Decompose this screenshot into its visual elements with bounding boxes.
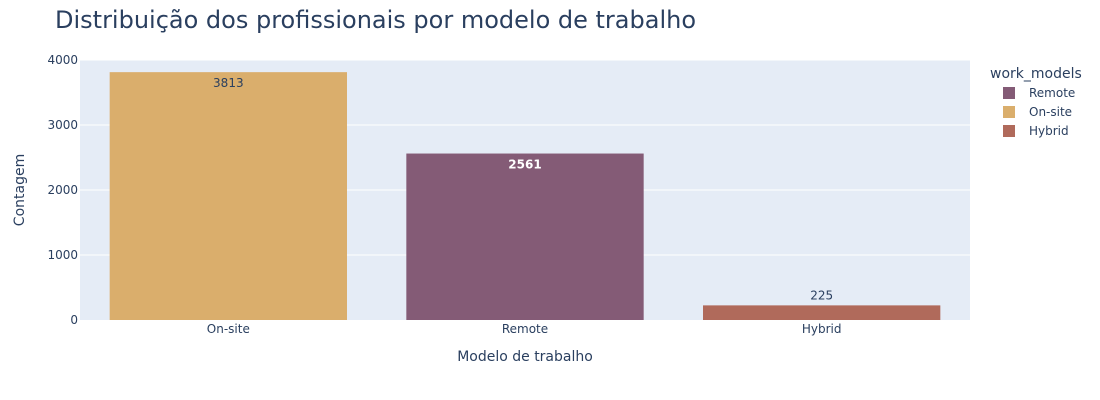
- data-label-hybrid: 225: [810, 288, 833, 302]
- chart-title: Distribuição dos profissionais por model…: [55, 6, 697, 34]
- y-axis-ticks: 0 1000 2000 3000 4000: [47, 53, 78, 327]
- x-tick-label: Remote: [502, 322, 548, 336]
- legend-swatch-on-site: [1003, 106, 1015, 118]
- y-tick-label: 1000: [47, 248, 78, 262]
- legend-item-on-site[interactable]: On-site: [1029, 105, 1072, 119]
- y-tick-label: 2000: [47, 183, 78, 197]
- legend-item-remote[interactable]: Remote: [1029, 86, 1075, 100]
- data-label-remote: 2561: [508, 158, 541, 172]
- y-tick-label: 0: [70, 313, 78, 327]
- bars: [109, 72, 941, 320]
- bar-remote[interactable]: [406, 153, 644, 320]
- y-axis-title: Contagem: [12, 154, 28, 226]
- data-label-on-site: 3813: [213, 76, 244, 90]
- bar-on-site[interactable]: [109, 72, 348, 320]
- bar-hybrid[interactable]: [703, 305, 941, 320]
- y-tick-label: 4000: [47, 53, 78, 67]
- legend-swatch-hybrid: [1003, 125, 1015, 137]
- x-axis-title: Modelo de trabalho: [457, 349, 593, 365]
- x-tick-label: Hybrid: [802, 322, 842, 336]
- data-labels: 3813 2561 225: [213, 76, 833, 302]
- legend-item-hybrid[interactable]: Hybrid: [1029, 124, 1069, 138]
- legend[interactable]: work_models Remote On-site Hybrid: [990, 66, 1082, 138]
- legend-title: work_models: [990, 66, 1082, 82]
- legend-swatch-remote: [1003, 87, 1015, 99]
- y-tick-label: 3000: [47, 118, 78, 132]
- x-axis-ticks: On-site Remote Hybrid: [207, 322, 842, 336]
- x-tick-label: On-site: [207, 322, 250, 336]
